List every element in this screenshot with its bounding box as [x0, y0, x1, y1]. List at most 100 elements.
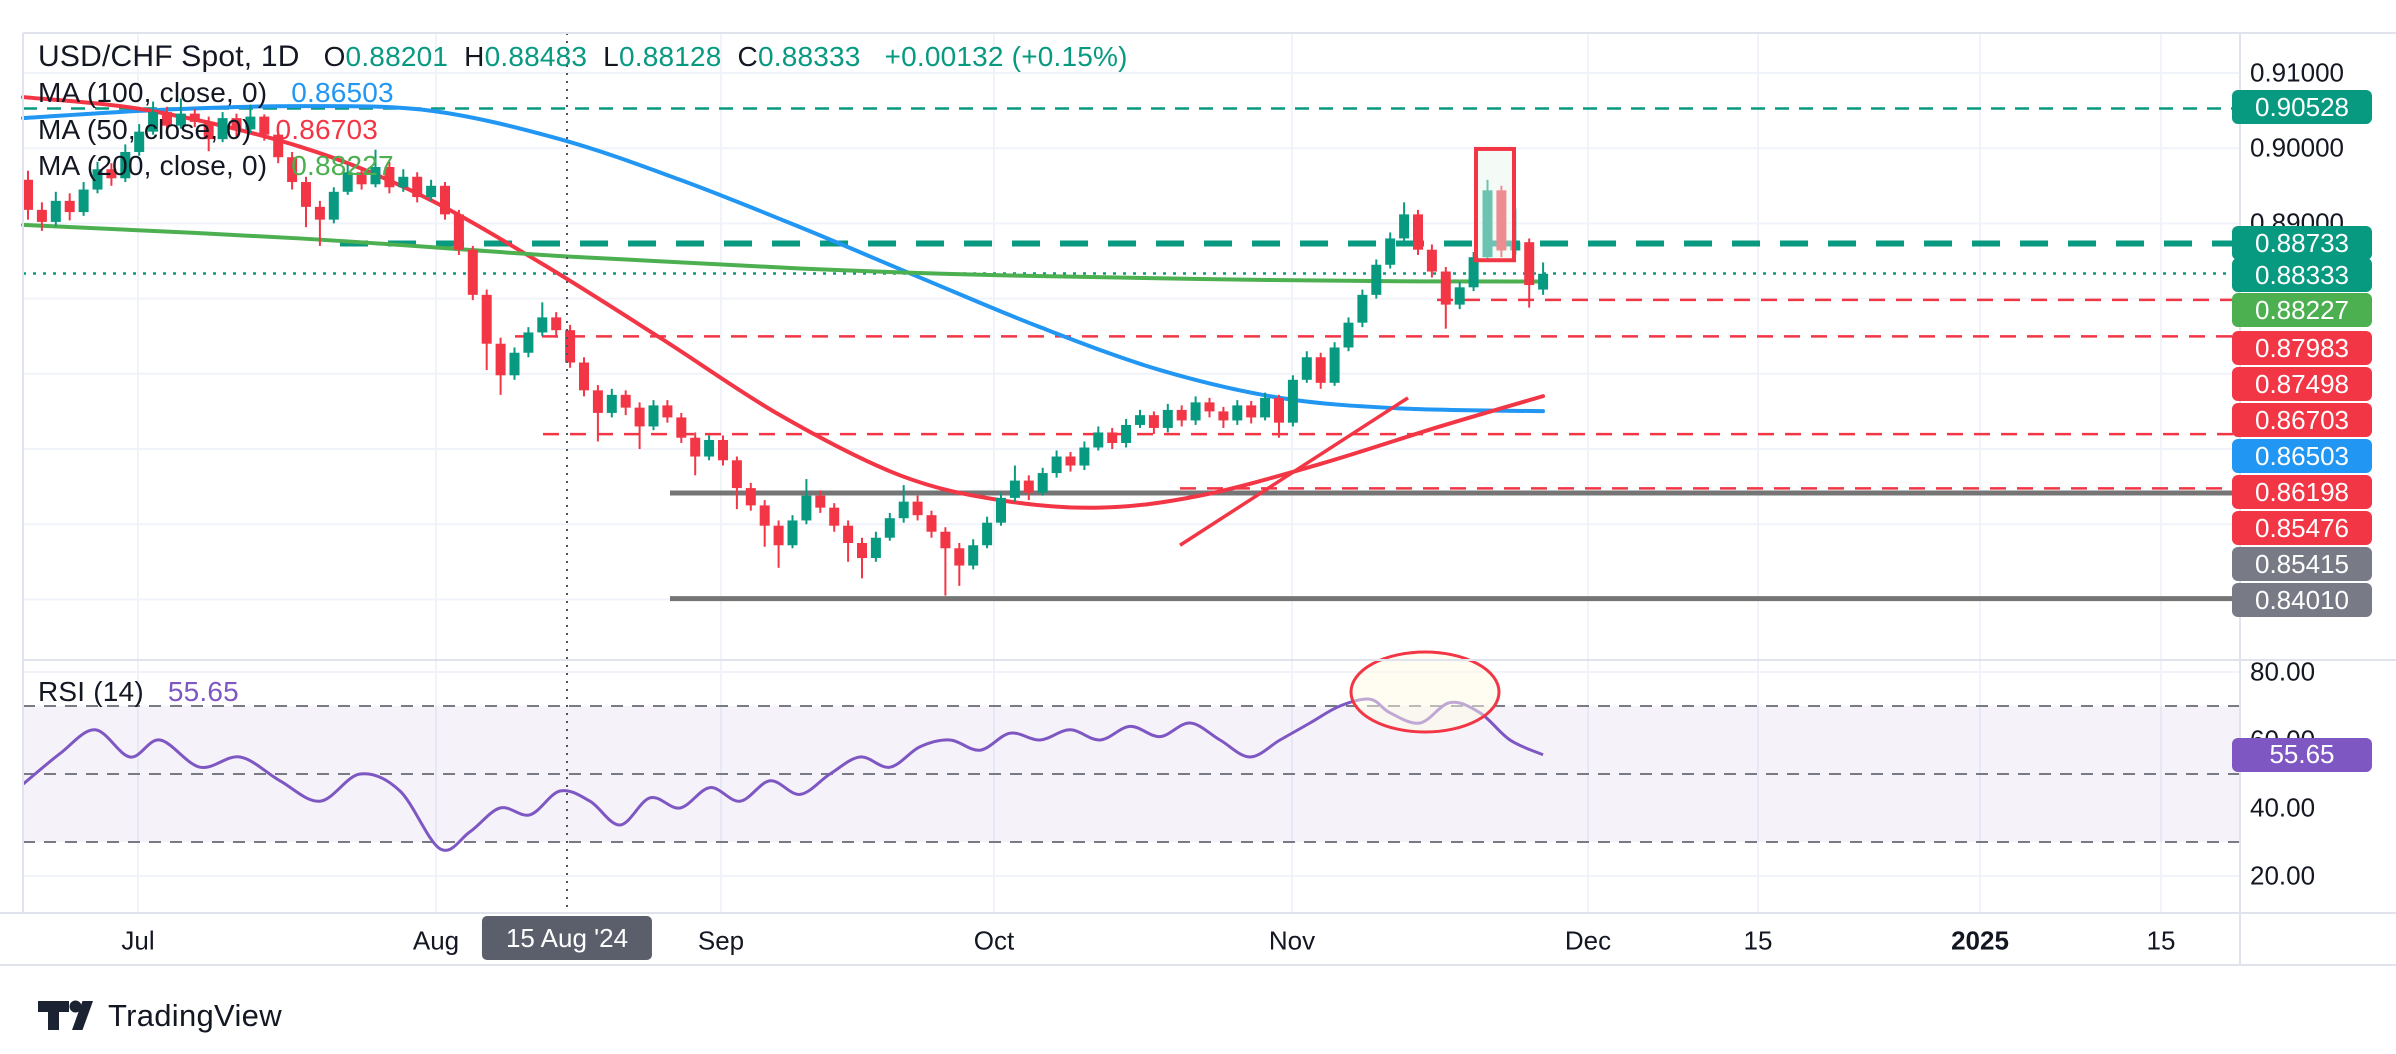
candle-body [1496, 190, 1507, 251]
price-badge-0.88733: 0.88733 [2232, 226, 2372, 260]
candle-body [259, 116, 270, 135]
candle-body [801, 495, 812, 521]
candle-body [245, 116, 256, 130]
candle-body [440, 185, 450, 215]
ma50-label: MA (50, close, 0) [38, 114, 252, 145]
candle-body [495, 343, 506, 376]
candle-body [1093, 432, 1104, 448]
candle-body [537, 317, 548, 333]
price-label-0.91000: 0.91000 [2250, 57, 2344, 88]
candle-body [773, 525, 784, 546]
candle-body [36, 209, 47, 222]
time-tick-Sep: Sep [697, 925, 745, 956]
candle-body [231, 118, 242, 130]
candle-body [287, 157, 298, 183]
candle-body [1176, 409, 1187, 421]
low-value: 0.88128 [618, 41, 722, 72]
candle-body [1204, 402, 1215, 412]
rsi-value-badge: 55.65 [2232, 737, 2372, 772]
candle-body [1037, 473, 1048, 493]
rsi-line [22, 697, 1544, 852]
price-badge-0.86198: 0.86198 [2232, 475, 2372, 509]
candle-body [1399, 214, 1410, 239]
candle-body [509, 352, 520, 376]
candle-body [676, 417, 687, 438]
ma100-label: MA (100, close, 0) [38, 77, 268, 108]
candle-body [426, 185, 437, 198]
candle-body [1148, 415, 1159, 428]
candle-body [996, 497, 1006, 523]
candle-body [78, 189, 89, 213]
price-badge-0.86703: 0.86703 [2232, 403, 2372, 437]
candle-body [551, 317, 562, 331]
candle-body [704, 439, 715, 457]
rsi-scale-label-20.00: 20.00 [2250, 860, 2316, 891]
price-badge-0.85415: 0.85415 [2232, 547, 2372, 581]
time-tick-Aug: Aug [412, 925, 460, 956]
candle-body [968, 545, 979, 566]
time-tick-Nov: Nov [1268, 925, 1316, 956]
candle-body [523, 332, 534, 353]
candle-body [189, 113, 200, 122]
open-value: 0.88201 [345, 41, 449, 72]
price-badge-0.86503: 0.86503 [2232, 439, 2372, 473]
candle-body [1426, 249, 1437, 272]
rsi-value: 55.65 [167, 676, 239, 707]
candle-body [1065, 456, 1076, 466]
candle-body [1107, 432, 1118, 443]
candle-body [1454, 287, 1465, 305]
candle-body [843, 525, 854, 543]
candle-body [690, 437, 701, 457]
candle-body [940, 531, 951, 549]
candle-body [1190, 402, 1201, 421]
tradingview-branding[interactable]: TradingView [36, 998, 282, 1034]
candle-body [634, 407, 645, 427]
candle-body [1357, 294, 1368, 323]
price-badge-0.87498: 0.87498 [2232, 367, 2372, 401]
ma100-legend[interactable]: MA (100, close, 0) 0.86503 [38, 77, 394, 109]
candle-body [148, 112, 159, 132]
candle-body [829, 507, 840, 526]
time-tick-15: 15 [2146, 925, 2176, 956]
low-label: L [603, 41, 619, 72]
candle-body [1009, 480, 1020, 498]
tradingview-logo-icon [38, 1000, 93, 1030]
time-tick-Dec: Dec [1564, 925, 1612, 956]
candle-body [1135, 415, 1145, 425]
price-badge-0.90528: 0.90528 [2232, 90, 2372, 124]
candle-body [175, 113, 186, 126]
rsi-legend[interactable]: RSI (14) 55.65 [38, 676, 239, 708]
candle-body [1385, 238, 1396, 265]
tradingview-logo-text: TradingView [108, 998, 282, 1033]
symbol-legend[interactable]: USD/CHF Spot, 1D O0.88201 H0.88483 L0.88… [38, 40, 1128, 74]
candle-body [342, 172, 353, 192]
candle-body [120, 151, 131, 179]
candle-body [1287, 379, 1298, 423]
ma200-line [21, 222, 1545, 284]
candle-body [1274, 397, 1284, 423]
candle-body [384, 167, 395, 188]
candle-body [926, 515, 937, 532]
candle-body [718, 439, 728, 461]
ma200-legend[interactable]: MA (200, close, 0) 0.88227 [38, 150, 394, 182]
price-label-0.90000: 0.90000 [2250, 132, 2344, 163]
ma50-value: 0.86703 [275, 114, 379, 145]
candle-body [217, 118, 228, 140]
candle-body [64, 200, 75, 213]
ma200-value: 0.88227 [291, 150, 394, 181]
candle-body [1121, 424, 1132, 443]
candle-body [731, 460, 742, 489]
candle-body [370, 167, 381, 185]
ma50-legend[interactable]: MA (50, close, 0) 0.86703 [38, 114, 378, 146]
candle-body [203, 121, 214, 140]
candle-body [1260, 397, 1271, 418]
price-badge-0.87983: 0.87983 [2232, 331, 2372, 365]
candle-body [106, 169, 117, 179]
crosshair-date-badge: 15 Aug '24 [481, 916, 653, 960]
ma50-line [21, 95, 1545, 510]
candle-body [328, 191, 339, 220]
candle-body [787, 520, 798, 546]
close-label: C [737, 41, 758, 72]
